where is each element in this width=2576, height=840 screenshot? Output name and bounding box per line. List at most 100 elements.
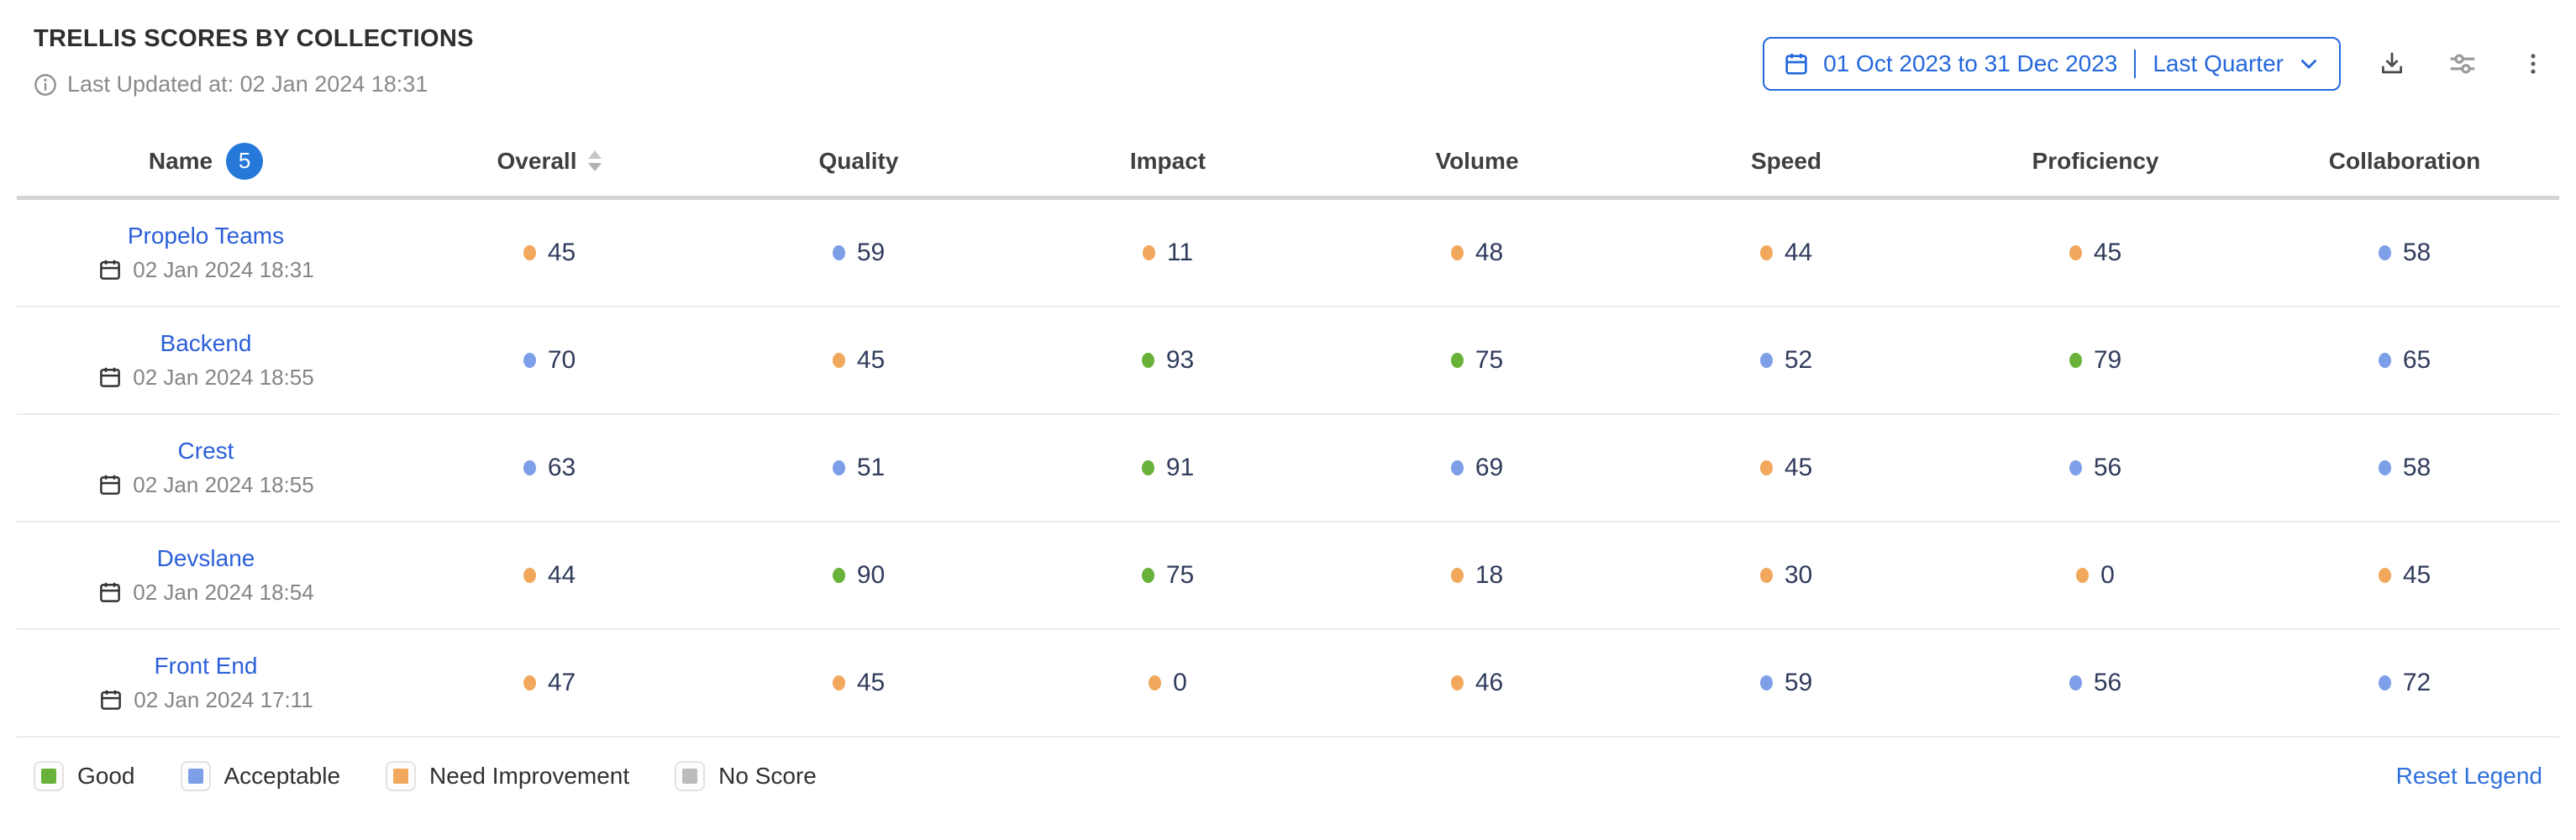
score-cell: 79 [1941, 346, 2250, 375]
legend-item-good[interactable]: Good [34, 761, 135, 791]
settings-button[interactable] [2443, 45, 2482, 83]
date-range-button[interactable]: 01 Oct 2023 to 31 Dec 2023 Last Quarter [1763, 37, 2341, 91]
row-timestamp: 02 Jan 2024 17:11 [98, 686, 313, 713]
score-cell: 75 [1013, 561, 1322, 590]
score-dot-need_improvement [2076, 568, 2090, 583]
score-value: 79 [2093, 346, 2122, 374]
score-dot-acceptable [2378, 245, 2391, 260]
score-value: 46 [1475, 669, 1504, 696]
score-dot-good [832, 568, 845, 583]
score-cell: 65 [2250, 346, 2559, 375]
score-value: 45 [856, 669, 886, 696]
kebab-menu-icon [2531, 54, 2536, 74]
score-value: 63 [547, 454, 576, 481]
score-cell: 0 [1013, 669, 1322, 697]
calendar-icon [100, 367, 121, 387]
collection-link[interactable]: Backend [160, 330, 252, 356]
calendar-icon [100, 582, 121, 602]
column-label: Speed [1750, 147, 1822, 174]
score-dot-need_improvement [1149, 675, 1162, 690]
score-cell: 48 [1322, 239, 1632, 267]
calendar-icon [101, 690, 122, 710]
name-cell: Propelo Teams 02 Jan 2024 18:31 [17, 223, 395, 283]
score-value: 52 [1784, 346, 1813, 374]
row-timestamp: 02 Jan 2024 18:31 [97, 256, 314, 283]
score-dot-acceptable [2378, 460, 2391, 475]
sort-carets-icon[interactable] [588, 150, 602, 171]
score-value: 75 [1165, 561, 1195, 589]
legend-swatch-icon [180, 761, 211, 791]
column-header-quality: Quality [704, 148, 1013, 175]
name-cell: Backend 02 Jan 2024 18:55 [17, 330, 395, 391]
score-dot-need_improvement [1142, 245, 1155, 260]
score-cell: 18 [1322, 561, 1632, 590]
collection-link[interactable]: Front End [154, 653, 258, 679]
collection-link[interactable]: Crest [177, 438, 234, 464]
caret-down-icon [588, 163, 602, 171]
score-value: 30 [1784, 561, 1813, 589]
column-header-proficiency: Proficiency [1941, 148, 2250, 175]
legend-swatch-color [187, 769, 203, 784]
column-label: Overall [497, 147, 577, 174]
legend-label: Good [77, 763, 135, 789]
name-cell: Front End 02 Jan 2024 17:11 [17, 653, 395, 713]
legend-label: Acceptable [223, 763, 341, 789]
legend-item-acceptable[interactable]: Acceptable [180, 761, 341, 791]
score-value: 72 [2402, 669, 2431, 696]
score-cell: 51 [704, 454, 1013, 482]
reset-legend-link[interactable]: Reset Legend [2395, 763, 2542, 789]
score-value: 45 [2093, 239, 2122, 266]
calendar-icon [100, 475, 121, 495]
score-value: 18 [1475, 561, 1504, 589]
score-dot-acceptable [2069, 675, 2082, 690]
column-header-overall[interactable]: Overall [395, 148, 704, 175]
score-cell: 45 [704, 346, 1013, 375]
column-label: Collaboration [2328, 147, 2481, 174]
more-options-button[interactable] [2516, 46, 2551, 81]
widget-title: TRELLIS SCORES BY COLLECTIONS [34, 25, 474, 52]
legend-swatch-icon [675, 761, 706, 791]
score-dot-good [1141, 568, 1154, 583]
score-value: 59 [1784, 669, 1813, 696]
score-cell: 0 [1941, 561, 2250, 590]
timestamp-text: 02 Jan 2024 18:31 [133, 256, 314, 282]
timestamp-text: 02 Jan 2024 18:55 [133, 364, 314, 390]
score-value: 56 [2093, 669, 2122, 696]
score-dot-good [2069, 353, 2082, 368]
name-cell: Crest 02 Jan 2024 18:55 [17, 438, 395, 498]
score-cell: 56 [1941, 454, 2250, 482]
score-value: 45 [1784, 454, 1813, 481]
score-value: 51 [856, 454, 886, 481]
legend-item-no-score[interactable]: No Score [675, 761, 817, 791]
score-cell: 59 [1632, 669, 1941, 697]
score-value: 0 [1173, 669, 1187, 696]
legend-swatch-color [41, 769, 56, 784]
legend-item-need-improvement[interactable]: Need Improvement [386, 761, 629, 791]
score-value: 45 [856, 346, 886, 374]
table-row-backend: Backend 02 Jan 2024 18:55 70 45 93 75 52 79 65 [17, 307, 2559, 415]
last-updated-text: Last Updated at: 02 Jan 2024 18:31 [67, 71, 428, 97]
score-dot-need_improvement [1759, 245, 1773, 260]
info-icon[interactable] [34, 73, 57, 97]
score-value: 90 [856, 561, 886, 589]
table-row-devslane: Devslane 02 Jan 2024 18:54 44 90 75 18 30 0 45 [17, 522, 2559, 630]
score-cell: 63 [395, 454, 704, 482]
score-dot-need_improvement [1450, 568, 1464, 583]
caret-up-icon [588, 150, 602, 159]
score-dot-need_improvement [523, 568, 536, 583]
score-dot-acceptable [832, 245, 845, 260]
score-dot-need_improvement [1759, 568, 1773, 583]
score-dot-need_improvement [832, 353, 845, 368]
score-cell: 46 [1322, 669, 1632, 697]
score-dot-acceptable [2378, 353, 2391, 368]
score-dot-good [1141, 353, 1154, 368]
download-button[interactable] [2374, 46, 2410, 81]
collection-link[interactable]: Propelo Teams [127, 223, 285, 249]
collection-link[interactable]: Devslane [156, 545, 255, 571]
score-cell: 30 [1632, 561, 1941, 590]
score-cell: 58 [2250, 454, 2559, 482]
table-row-propelo-teams: Propelo Teams 02 Jan 2024 18:31 45 59 11 48 44… [17, 200, 2559, 307]
score-cell: 44 [395, 561, 704, 590]
legend-label: No Score [718, 763, 817, 789]
date-preset-label: Last Quarter [2153, 50, 2284, 76]
